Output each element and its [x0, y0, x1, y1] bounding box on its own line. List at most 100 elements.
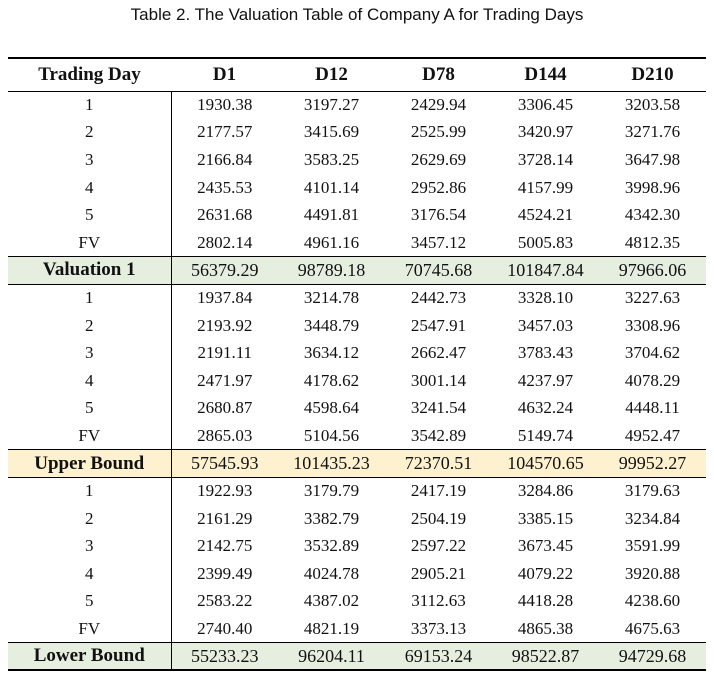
cell-d12: 3583.25 [303, 149, 360, 169]
summary-cell-d144: 101847.84 [492, 256, 599, 285]
cell-d1: 2865.03 [197, 425, 253, 445]
cell-d144: 3328.10 [517, 288, 574, 308]
summary-cell-d78: 70745.68 [385, 256, 492, 285]
cell-d144: 3457.03 [517, 315, 574, 335]
summary-cell-d210: 94729.68 [599, 642, 706, 672]
summary-label: Upper Bound [8, 449, 172, 478]
table-row: 3 2142.75 3532.89 2597.22 3673.45 3591.99 [8, 532, 706, 561]
table-row: 5 2680.87 4598.64 3241.54 4632.24 4448.11 [8, 394, 706, 423]
table-row: 5 2583.22 4387.02 3112.63 4418.28 4238.60 [8, 587, 706, 616]
cell-d1: 2142.75 [197, 536, 253, 556]
cell-d1: 2193.92 [197, 315, 253, 335]
cell-d144: 4079.22 [517, 563, 574, 583]
cell-d144: 4418.28 [517, 591, 574, 611]
cell-d1: 2166.84 [197, 149, 253, 169]
cell-d210: 3591.99 [624, 536, 681, 556]
table-body: 1 1930.38 3197.27 2429.94 3306.45 3203.58 2 217… [8, 91, 706, 672]
cell-trading-day: 5 [8, 201, 172, 229]
summary-cell-d12: 101435.23 [278, 449, 385, 478]
header-d12: D12 [278, 57, 385, 92]
summary-cell-d1: 55233.23 [171, 642, 278, 672]
table-row: 2 2161.29 3382.79 2504.19 3385.15 3234.84 [8, 504, 706, 533]
cell-d1: 2399.49 [197, 563, 253, 583]
summary-cell-d12: 96204.11 [278, 642, 385, 672]
cell-d210: 4675.63 [624, 618, 681, 638]
summary-cell-d1: 57545.93 [171, 449, 278, 478]
cell-d210: 3179.63 [624, 481, 681, 501]
cell-trading-day: FV [8, 228, 172, 257]
header-d78: D78 [385, 57, 492, 92]
cell-d144: 3420.97 [517, 122, 574, 142]
header-d1: D1 [171, 57, 278, 92]
cell-d12: 3448.79 [303, 315, 360, 335]
summary-label: Lower Bound [8, 642, 172, 672]
summary-label: Valuation 1 [8, 256, 172, 285]
cell-d78: 2662.47 [410, 343, 467, 363]
summary-cell-d78: 69153.24 [385, 642, 492, 672]
cell-d144: 4632.24 [517, 398, 574, 418]
cell-trading-day: 4 [8, 560, 172, 588]
summary-row-valuation-1: Valuation 1 56379.29 98789.18 70745.68 10184… [8, 256, 706, 285]
cell-d144: 3673.45 [517, 536, 574, 556]
table-row: 4 2471.97 4178.62 3001.14 4237.97 4078.29 [8, 366, 706, 395]
cell-d12: 3197.27 [303, 95, 360, 115]
table-row: 5 2631.68 4491.81 3176.54 4524.21 4342.30 [8, 201, 706, 229]
summary-cell-d144: 98522.87 [492, 642, 599, 672]
summary-cell-d78: 72370.51 [385, 449, 492, 478]
header-d210: D210 [599, 57, 706, 92]
cell-d1: 2471.97 [197, 370, 253, 390]
table-row: FV 2865.03 5104.56 3542.89 5149.74 4952.47 [8, 422, 706, 450]
cell-d78: 2442.73 [410, 288, 467, 308]
cell-d12: 4024.78 [303, 563, 360, 583]
cell-trading-day: 2 [8, 504, 172, 533]
cell-trading-day: 2 [8, 118, 172, 147]
cell-d210: 3920.88 [624, 563, 681, 583]
cell-d78: 2429.94 [410, 95, 467, 115]
summary-row-upper-bound: Upper Bound 57545.93 101435.23 72370.51 1045… [8, 449, 706, 478]
cell-d144: 4157.99 [517, 177, 574, 197]
cell-d12: 4821.19 [303, 618, 360, 638]
cell-d210: 4448.11 [625, 398, 680, 418]
cell-d210: 3308.96 [624, 315, 681, 335]
cell-d78: 3457.12 [410, 232, 467, 252]
cell-d144: 3306.45 [517, 95, 574, 115]
cell-trading-day: 5 [8, 394, 172, 423]
valuation-table: Trading Day D1 D12 D78 D144 D210 1 1930.3… [8, 57, 706, 672]
cell-d144: 3284.86 [517, 481, 574, 501]
cell-d144: 4865.38 [517, 618, 574, 638]
table-row: FV 2802.14 4961.16 3457.12 5005.83 4812.35 [8, 228, 706, 257]
cell-d210: 3998.96 [624, 177, 681, 197]
cell-d1: 2740.40 [197, 618, 253, 638]
cell-d78: 2417.19 [410, 481, 467, 501]
cell-d210: 4238.60 [624, 591, 681, 611]
cell-d78: 3542.89 [410, 425, 467, 445]
cell-d144: 3783.43 [517, 343, 574, 363]
cell-trading-day: FV [8, 422, 172, 450]
cell-trading-day: 3 [8, 532, 172, 561]
table-row: 1 1930.38 3197.27 2429.94 3306.45 3203.58 [8, 91, 706, 119]
header-row: Trading Day D1 D12 D78 D144 D210 [8, 57, 706, 92]
cell-d12: 4491.81 [303, 205, 360, 225]
table-row: 4 2399.49 4024.78 2905.21 4079.22 3920.88 [8, 560, 706, 588]
summary-cell-d12: 98789.18 [278, 256, 385, 285]
cell-trading-day: FV [8, 615, 172, 643]
cell-d1: 1930.38 [197, 95, 253, 115]
cell-d1: 2802.14 [197, 232, 253, 252]
cell-d210: 4812.35 [624, 232, 681, 252]
cell-d144: 5005.83 [517, 232, 574, 252]
table-row: 1 1937.84 3214.78 2442.73 3328.10 3227.63 [8, 284, 706, 312]
cell-d12: 3382.79 [303, 508, 360, 528]
cell-d144: 5149.74 [517, 425, 574, 445]
cell-d210: 3227.63 [624, 288, 681, 308]
cell-d210: 3234.84 [624, 508, 681, 528]
cell-d12: 3214.78 [303, 288, 360, 308]
cell-d1: 2177.57 [197, 122, 253, 142]
cell-d144: 3728.14 [517, 149, 574, 169]
cell-trading-day: 2 [8, 311, 172, 340]
cell-d1: 2631.68 [197, 205, 253, 225]
cell-d144: 4237.97 [517, 370, 574, 390]
table-row: 1 1922.93 3179.79 2417.19 3284.86 3179.63 [8, 477, 706, 505]
cell-trading-day: 3 [8, 339, 172, 367]
cell-d12: 4961.16 [303, 232, 360, 252]
cell-d12: 4178.62 [303, 370, 360, 390]
